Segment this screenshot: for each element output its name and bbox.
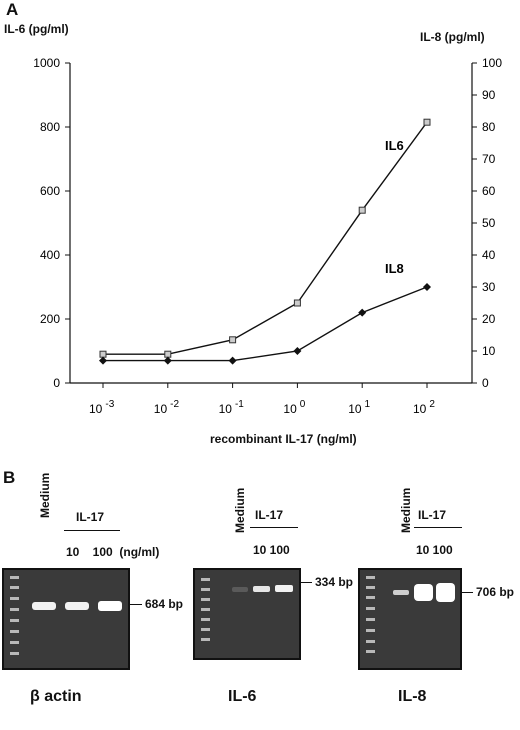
x-tick-label: 10 2 <box>413 399 435 416</box>
actin-caption: β actin <box>30 688 82 705</box>
il6-gel <box>193 568 301 660</box>
il8-il17-label: IL-17 <box>418 508 447 522</box>
left-y-tick-label: 0 <box>53 376 60 390</box>
il8-medium-label: Medium <box>399 487 413 533</box>
actin-gel <box>2 568 130 670</box>
right-y-tick-label: 90 <box>482 88 496 102</box>
il6-gel-bands <box>201 578 293 641</box>
actin-il17-label: IL-17 <box>76 510 105 524</box>
il8-caption: IL-8 <box>398 688 427 705</box>
right-y-tick-label: 30 <box>482 280 496 294</box>
il6-il17-bar <box>250 527 298 528</box>
chart-axes <box>69 63 473 384</box>
series-label-il6: IL6 <box>385 138 404 153</box>
left-y-tick-label: 200 <box>40 312 60 326</box>
x-tick-label: 10 -3 <box>89 399 115 416</box>
x-tick-label: 10 -1 <box>219 399 245 416</box>
point-il6 <box>229 336 237 344</box>
point-il6 <box>358 206 366 214</box>
right-y-tick-label: 10 <box>482 344 496 358</box>
il8-doses-label: 10 100 <box>416 543 453 557</box>
il6-caption: IL-6 <box>228 688 257 705</box>
chart-series: IL6 IL8 <box>99 118 431 365</box>
point-il6 <box>423 118 431 126</box>
actin-bp-label: 684 bp <box>145 597 184 611</box>
right-y-tick-label: 20 <box>482 312 496 326</box>
il6-medium-label: Medium <box>233 487 247 533</box>
x-tick-label: 10 -2 <box>154 399 180 416</box>
left-axis-title: IL-6 (pg/ml) <box>4 22 69 36</box>
il6-doses-label: 10 100 <box>253 543 290 557</box>
x-axis-title: recombinant IL-17 (ng/ml) <box>210 432 357 446</box>
actin-il17-bar <box>64 530 120 531</box>
panel-b-letter: B <box>3 468 16 487</box>
right-y-tick-label: 50 <box>482 216 496 230</box>
point-il8 <box>293 347 302 355</box>
left-y-tick-label: 600 <box>40 184 60 198</box>
series-label-il8: IL8 <box>385 261 404 276</box>
point-il8 <box>423 283 431 291</box>
il8-bp-tick <box>461 592 473 593</box>
right-y-tick-label: 0 <box>482 376 489 390</box>
series-line-il8 <box>103 286 428 362</box>
right-y-tick-label: 40 <box>482 248 496 262</box>
point-il8 <box>163 356 172 365</box>
left-y-tick-label: 400 <box>40 248 60 262</box>
right-y-tick-label: 100 <box>482 56 502 70</box>
point-il6 <box>99 350 107 358</box>
il8-gel <box>358 568 462 670</box>
right-y-tick-label: 60 <box>482 184 496 198</box>
il8-il17-bar <box>414 527 462 528</box>
x-tick-label: 10 1 <box>348 399 370 416</box>
actin-doses-label: 10 100 (ng/ml) <box>66 545 160 559</box>
il8-gel-bands <box>366 576 455 653</box>
point-il8 <box>228 356 237 365</box>
il6-il17-label: IL-17 <box>255 508 284 522</box>
panel-a-letter: A <box>6 0 19 19</box>
line-chart: 0 200 400 600 800 1000 0 10 20 30 40 50 60 70 80 90 100 1… <box>33 56 502 416</box>
point-il8 <box>358 308 367 317</box>
actin-medium-label: Medium <box>38 472 52 518</box>
actin-gel-bands <box>10 576 122 655</box>
point-il8 <box>99 356 107 365</box>
left-y-tick-label: 1000 <box>33 56 60 70</box>
il6-bp-tick <box>300 582 312 583</box>
left-y-tick-label: 800 <box>40 120 60 134</box>
point-il6 <box>164 350 172 358</box>
actin-bp-tick <box>130 604 142 605</box>
il8-bp-label: 706 bp <box>476 585 515 599</box>
point-il6 <box>293 299 301 307</box>
x-tick-label: 10 0 <box>283 399 305 416</box>
il6-bp-label: 334 bp <box>315 575 354 589</box>
right-y-tick-label: 80 <box>482 120 496 134</box>
series-line-il6 <box>103 121 428 355</box>
chart-ticks: 0 200 400 600 800 1000 0 10 20 30 40 50 60 70 80 90 100 1… <box>33 56 502 416</box>
right-axis-title: IL-8 (pg/ml) <box>420 30 485 44</box>
right-y-tick-label: 70 <box>482 152 496 166</box>
